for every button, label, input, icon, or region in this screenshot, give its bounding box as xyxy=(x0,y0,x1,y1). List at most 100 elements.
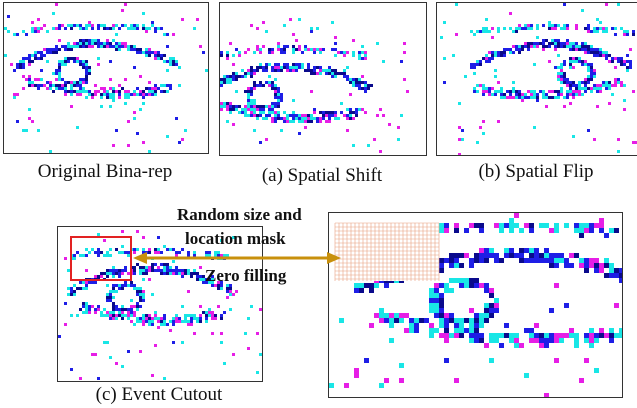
event-pixel xyxy=(479,323,484,328)
event-pixel xyxy=(479,223,484,228)
event-pixel xyxy=(229,75,232,78)
event-pixel xyxy=(67,42,70,45)
event-pixel xyxy=(454,333,459,338)
event-pixel xyxy=(500,87,503,90)
event-pixel xyxy=(474,318,479,323)
event-pixel xyxy=(271,120,274,123)
event-pixel xyxy=(118,96,121,99)
event-pixel xyxy=(489,303,494,308)
event-pixel xyxy=(61,60,64,63)
event-pixel xyxy=(494,54,497,57)
event-pixel xyxy=(361,75,364,78)
event-pixel xyxy=(629,66,632,69)
event-pixel xyxy=(604,263,609,268)
event-pixel xyxy=(145,87,148,90)
event-pixel xyxy=(127,254,130,257)
event-pixel xyxy=(358,84,361,87)
event-pixel xyxy=(304,45,307,48)
event-pixel xyxy=(148,251,151,254)
event-pixel xyxy=(136,27,139,30)
event-pixel xyxy=(226,296,229,299)
event-pixel xyxy=(124,78,127,81)
event-pixel xyxy=(474,258,479,263)
event-pixel xyxy=(64,45,67,48)
event-pixel xyxy=(223,78,226,81)
event-pixel xyxy=(443,57,446,60)
event-pixel xyxy=(521,48,524,51)
event-pixel xyxy=(133,93,136,96)
event-pixel xyxy=(67,57,70,60)
event-pixel xyxy=(58,63,61,66)
event-pixel xyxy=(286,114,289,117)
event-pixel xyxy=(247,99,250,102)
event-pixel xyxy=(334,111,337,114)
event-pixel xyxy=(509,218,514,223)
event-pixel xyxy=(539,258,544,263)
event-pixel xyxy=(109,314,112,317)
event-pixel xyxy=(202,278,205,281)
event-pixel xyxy=(328,111,331,114)
event-pixel xyxy=(121,365,124,368)
event-pixel xyxy=(409,318,414,323)
event-pixel xyxy=(133,284,136,287)
event-pixel xyxy=(349,78,352,81)
event-pixel xyxy=(136,290,139,293)
event-pixel xyxy=(310,30,313,33)
event-pixel xyxy=(449,278,454,283)
event-pixel xyxy=(178,320,181,323)
event-pixel xyxy=(196,317,199,320)
event-pixel xyxy=(133,251,136,254)
event-pixel xyxy=(524,42,527,45)
event-pixel xyxy=(97,233,100,236)
event-pixel xyxy=(154,263,157,266)
event-pixel xyxy=(250,114,253,117)
event-pixel xyxy=(529,333,534,338)
event-pixel xyxy=(112,99,115,102)
event-pixel xyxy=(97,278,100,281)
event-pixel xyxy=(148,81,151,84)
event-pixel xyxy=(181,341,184,344)
event-pixel xyxy=(449,253,454,258)
event-pixel xyxy=(64,323,67,326)
event-pixel xyxy=(28,84,31,87)
event-pixel xyxy=(484,308,489,313)
event-pixel xyxy=(632,30,635,33)
event-pixel xyxy=(118,27,121,30)
event-pixel xyxy=(414,323,419,328)
event-pixel xyxy=(584,48,587,51)
event-pixel xyxy=(596,105,599,108)
event-pixel xyxy=(226,78,229,81)
event-pixel xyxy=(280,66,283,69)
event-pixel xyxy=(67,81,70,84)
event-pixel xyxy=(226,287,229,290)
event-pixel xyxy=(142,236,145,239)
event-pixel xyxy=(31,60,34,63)
event-pixel xyxy=(133,90,136,93)
event-pixel xyxy=(64,63,67,66)
event-pixel xyxy=(97,27,100,30)
event-pixel xyxy=(133,117,136,120)
event-pixel xyxy=(151,293,154,296)
event-pixel xyxy=(459,283,464,288)
event-pixel xyxy=(139,317,142,320)
event-pixel xyxy=(403,42,406,45)
event-pixel xyxy=(488,51,491,54)
event-pixel xyxy=(319,117,322,120)
event-pixel xyxy=(488,90,491,93)
event-pixel xyxy=(484,343,489,348)
event-pixel xyxy=(205,254,208,257)
event-pixel xyxy=(85,69,88,72)
caption-spatial-flip: (b) Spatial Flip xyxy=(478,161,594,182)
event-pixel xyxy=(250,99,253,102)
event-pixel xyxy=(599,54,602,57)
event-pixel xyxy=(548,45,551,48)
event-pixel xyxy=(100,42,103,45)
event-pixel xyxy=(572,66,575,69)
event-pixel xyxy=(67,45,70,48)
event-pixel xyxy=(578,90,581,93)
event-pixel xyxy=(491,51,494,54)
event-pixel xyxy=(229,293,232,296)
event-pixel xyxy=(599,223,604,228)
event-pixel xyxy=(479,30,482,33)
event-pixel xyxy=(163,269,166,272)
